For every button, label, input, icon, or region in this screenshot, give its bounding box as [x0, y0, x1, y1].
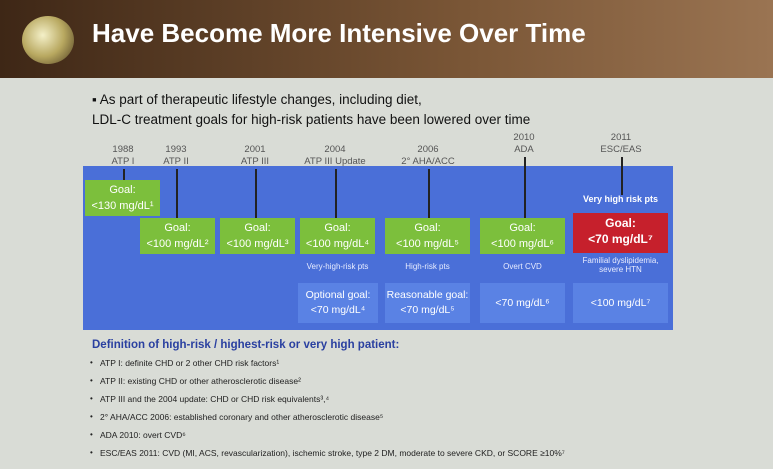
- bullet: •: [90, 448, 93, 457]
- goal-label: Goal:: [324, 222, 351, 234]
- definition-item: ATP II: existing CHD or other atheroscle…: [100, 376, 301, 386]
- timeline-label: ATP II: [163, 156, 189, 167]
- timeline-line: [123, 169, 125, 182]
- intro-line: LDL-C treatment goals for high-risk pati…: [92, 112, 531, 127]
- timeline-year: 2010: [513, 132, 535, 143]
- timeline-year: 2006: [417, 144, 439, 155]
- goal-value: <100 mg/dL²: [146, 238, 209, 250]
- timeline-year: 2011: [610, 132, 632, 143]
- risk-group: High-risk pts: [405, 262, 450, 271]
- definition-item: ATP III and the 2004 update: CHD or CHD …: [100, 394, 330, 404]
- goal-label: Goal:: [244, 222, 271, 234]
- timeline-line: [621, 157, 623, 195]
- definition-item: ADA 2010: overt CVD⁶: [100, 430, 186, 440]
- definition-item: 2° AHA/ACC 2006: established coronary an…: [100, 412, 384, 422]
- timeline-label: ADA: [514, 144, 534, 155]
- timeline-line: [255, 169, 257, 218]
- intro-text: As part of therapeutic lifestyle changes…: [99, 92, 422, 107]
- bullet: •: [90, 430, 93, 439]
- bullet: •: [90, 412, 93, 421]
- timeline-label: ATP I: [111, 156, 135, 167]
- bullet: •: [90, 358, 93, 367]
- goal-value: <100 mg/dL³: [226, 238, 289, 250]
- optional-goal-value: <70 mg/dL⁵: [400, 304, 455, 316]
- timeline-year: 1988: [112, 144, 134, 155]
- goal-box: Goal: <100 mg/dL⁵: [385, 218, 470, 254]
- timeline-line: [524, 157, 526, 218]
- goal-value: <130 mg/dL¹: [91, 200, 154, 212]
- definition-item: ATP I: definite CHD or 2 other CHD risk …: [100, 358, 280, 368]
- goal-value: <100 mg/dL⁴: [305, 238, 370, 250]
- timeline-label: ESC/EAS: [600, 144, 642, 155]
- optional-goal-box: <100 mg/dL⁷: [573, 283, 668, 323]
- timeline-year: 2001: [244, 144, 266, 155]
- timeline-year: 1993: [165, 144, 187, 155]
- goal-label: Goal:: [605, 216, 636, 230]
- goal-box: Goal: <70 mg/dL⁷: [573, 213, 668, 253]
- optional-goal-value: <100 mg/dL⁷: [590, 296, 651, 309]
- goal-value: <70 mg/dL⁷: [588, 232, 653, 246]
- optional-goal-label: Optional goal:: [305, 289, 371, 301]
- definitions-heading: Definition of high-risk / highest-risk o…: [92, 339, 400, 351]
- title: Have Become More Intensive Over Time: [92, 18, 586, 48]
- optional-goal-box: Optional goal: <70 mg/dL⁴: [298, 283, 378, 323]
- timeline-line: [176, 169, 178, 218]
- timeline-label: ATP III: [240, 156, 270, 167]
- timeline-label: ATP III Update: [304, 156, 366, 167]
- goal-box: Goal: <100 mg/dL³: [220, 218, 295, 254]
- goal-label: Goal:: [109, 184, 136, 196]
- risk-group: Familial dyslipidemia, severe HTN: [582, 256, 659, 274]
- bullet: •: [90, 376, 93, 385]
- goal-label: Goal:: [164, 222, 191, 234]
- intro-line: ▪ As part of therapeutic lifestyle chang…: [92, 92, 422, 107]
- optional-goal-value: <70 mg/dL⁴: [310, 304, 366, 316]
- goal-box: Goal: <100 mg/dL⁴: [300, 218, 375, 254]
- timeline-label: 2° AHA/ACC: [401, 156, 455, 167]
- goal-value: <100 mg/dL⁵: [396, 238, 459, 250]
- goal-label: Goal:: [509, 222, 536, 234]
- timeline-year: 2004: [324, 144, 346, 155]
- optional-goal-label: Reasonable goal:: [386, 289, 469, 301]
- timeline-line: [335, 169, 337, 218]
- optional-goal-box: Reasonable goal: <70 mg/dL⁵: [385, 283, 470, 323]
- goal-value: <100 mg/dL⁶: [491, 238, 554, 250]
- logo: [22, 16, 74, 64]
- definition-item: ESC/EAS 2011: CVD (MI, ACS, revasculariz…: [100, 448, 565, 458]
- goal-label: Goal:: [414, 222, 441, 234]
- bullet: •: [90, 394, 93, 403]
- optional-goal-box: <70 mg/dL⁶: [480, 283, 565, 323]
- risk-group: Very high risk pts: [582, 194, 659, 204]
- risk-group: Overt CVD: [503, 262, 542, 271]
- goal-box: Goal: <100 mg/dL⁶: [480, 218, 565, 254]
- title-bar: [0, 0, 773, 78]
- goal-box: Goal: <130 mg/dL¹: [85, 180, 160, 216]
- timeline-line: [428, 169, 430, 218]
- optional-goal-value: <70 mg/dL⁶: [495, 296, 550, 309]
- goal-box: Goal: <100 mg/dL²: [140, 218, 215, 254]
- risk-group: Very-high-risk pts: [306, 262, 369, 271]
